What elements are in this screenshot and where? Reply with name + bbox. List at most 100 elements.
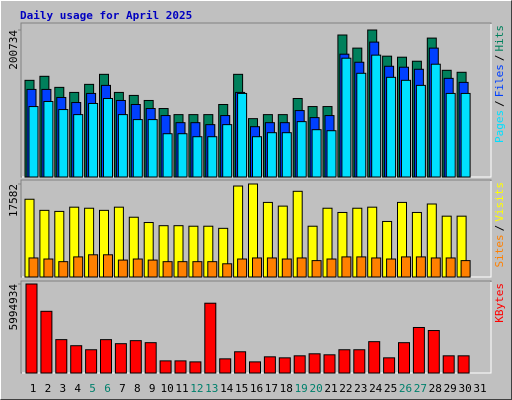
bar xyxy=(162,133,173,178)
bar xyxy=(73,114,84,178)
bar xyxy=(207,261,218,278)
bar xyxy=(147,259,158,278)
legend-separator: / xyxy=(493,55,506,62)
bar xyxy=(326,130,337,178)
x-tick-label: 10 xyxy=(160,382,173,395)
bar xyxy=(192,261,203,278)
bar xyxy=(132,119,143,178)
bar xyxy=(129,340,142,374)
legend-entry: Visits xyxy=(493,182,506,222)
legend-separator: / xyxy=(493,225,506,232)
bar xyxy=(43,100,54,178)
bar xyxy=(281,132,292,178)
bar xyxy=(70,345,83,374)
bar xyxy=(415,256,426,278)
bar xyxy=(40,310,53,374)
x-tick-label: 8 xyxy=(134,382,141,395)
bar xyxy=(323,354,336,374)
bar xyxy=(460,260,471,278)
x-tick-label: 15 xyxy=(235,382,248,395)
bar xyxy=(252,257,262,278)
bar xyxy=(85,349,98,374)
x-tick-label: 1 xyxy=(30,382,37,395)
bar xyxy=(398,342,410,374)
bar xyxy=(73,256,84,278)
bar xyxy=(132,258,143,278)
bar xyxy=(341,57,352,178)
bar xyxy=(326,258,337,278)
x-tick-label: 11 xyxy=(175,382,188,395)
bar xyxy=(308,353,321,374)
bar xyxy=(412,326,425,374)
x-tick-label: 27 xyxy=(414,382,427,395)
bar xyxy=(222,263,233,278)
bar xyxy=(58,109,69,178)
bar xyxy=(114,343,127,374)
y-tick-label: 17582 xyxy=(7,184,20,217)
x-tick-label: 24 xyxy=(369,382,383,395)
x-tick-label: 6 xyxy=(104,382,111,395)
x-tick-label: 25 xyxy=(384,382,397,395)
bar xyxy=(386,258,397,278)
bar xyxy=(117,114,128,178)
bar xyxy=(28,106,39,178)
x-tick-label: 30 xyxy=(458,382,471,395)
x-tick-label: 23 xyxy=(354,382,367,395)
bar xyxy=(311,260,322,278)
x-tick-label: 12 xyxy=(190,382,203,395)
bar xyxy=(401,79,411,178)
bar xyxy=(237,258,248,278)
bar xyxy=(311,129,322,178)
legend-entry: Hits xyxy=(493,25,506,52)
legend-entry: Pages xyxy=(493,110,506,143)
x-tick-label: 22 xyxy=(339,382,352,395)
bar xyxy=(28,257,39,278)
legend: Pages / Files / Hits xyxy=(493,25,506,143)
x-tick-label: 7 xyxy=(119,382,126,395)
legend-entry: KBytes xyxy=(493,283,506,323)
x-tick-label: 21 xyxy=(324,382,337,395)
bar xyxy=(353,349,366,374)
bar xyxy=(100,339,112,374)
bar xyxy=(293,355,306,374)
bar xyxy=(103,254,113,278)
bar xyxy=(427,330,440,374)
legend-separator: / xyxy=(493,100,506,107)
x-tick-label: 2 xyxy=(45,382,52,395)
x-tick-label: 26 xyxy=(399,382,412,395)
x-tick-label: 16 xyxy=(250,382,263,395)
x-tick-label: 14 xyxy=(220,382,234,395)
bar xyxy=(356,72,367,178)
bar xyxy=(263,356,276,374)
bar xyxy=(222,124,233,178)
bar xyxy=(356,256,367,278)
x-tick-label: 20 xyxy=(309,382,322,395)
bar xyxy=(341,256,352,278)
bar xyxy=(371,257,382,278)
bar xyxy=(88,102,99,178)
bar xyxy=(457,355,470,374)
bar xyxy=(460,92,471,178)
bar xyxy=(177,261,188,278)
bar xyxy=(445,257,456,278)
bar xyxy=(252,136,262,178)
bar xyxy=(386,76,397,178)
bar xyxy=(430,63,441,178)
bar xyxy=(204,302,217,374)
x-tick-label: 13 xyxy=(205,382,218,395)
x-tick-label: 31 xyxy=(473,382,486,395)
bar xyxy=(147,119,158,178)
legend: Sites / Visits xyxy=(493,182,506,268)
x-tick-label: 17 xyxy=(265,382,278,395)
bar xyxy=(159,360,172,374)
bar xyxy=(174,360,187,374)
bar xyxy=(415,84,426,178)
bar xyxy=(266,132,277,178)
chart-title: Daily usage for April 2025 xyxy=(20,9,192,22)
bar xyxy=(117,259,128,278)
bar xyxy=(338,349,351,374)
x-tick-label: 19 xyxy=(295,382,308,395)
bar xyxy=(296,257,307,278)
x-tick-label: 18 xyxy=(280,382,293,395)
